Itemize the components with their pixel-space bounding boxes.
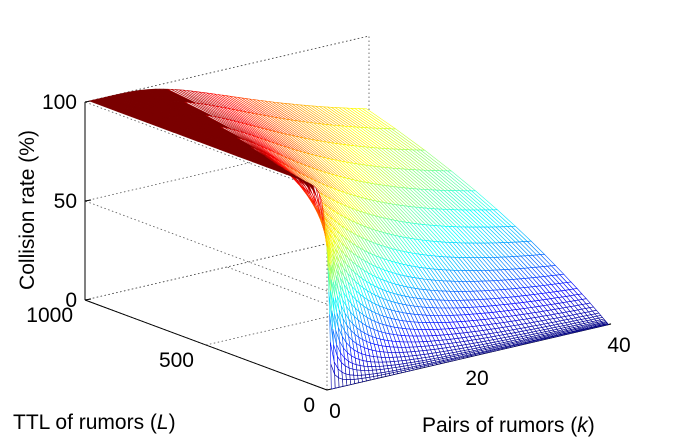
y-tick-1000: 1000 xyxy=(26,304,73,327)
wall-grid-z-100 xyxy=(84,35,370,103)
x-tick-0: 0 xyxy=(329,400,341,423)
y-tick-500: 500 xyxy=(159,349,194,372)
z-tick-50: 50 xyxy=(54,190,77,213)
wall-grid-z-50 xyxy=(84,134,370,202)
z-axis-label: Collision rate (%) xyxy=(16,130,39,290)
side-grid-z-100 xyxy=(84,101,328,193)
x-axis-label: Pairs of rumors (k) xyxy=(422,414,595,437)
side-grid-z-50 xyxy=(84,200,328,292)
y-axis-line xyxy=(84,299,328,391)
floor-grid-L-500 xyxy=(205,278,491,346)
z-tick-0: 0 xyxy=(65,289,77,312)
y-axis-label: TTL of rumors (L) xyxy=(13,411,176,434)
wall-grid-z-0 xyxy=(84,233,370,301)
y-tick-0: 0 xyxy=(303,394,315,417)
surface-mesh xyxy=(88,88,610,390)
x-tick-20: 20 xyxy=(465,367,488,390)
z-tick-100: 100 xyxy=(42,91,77,114)
x-tick-40: 40 xyxy=(607,334,630,357)
surface-cell xyxy=(603,323,610,326)
